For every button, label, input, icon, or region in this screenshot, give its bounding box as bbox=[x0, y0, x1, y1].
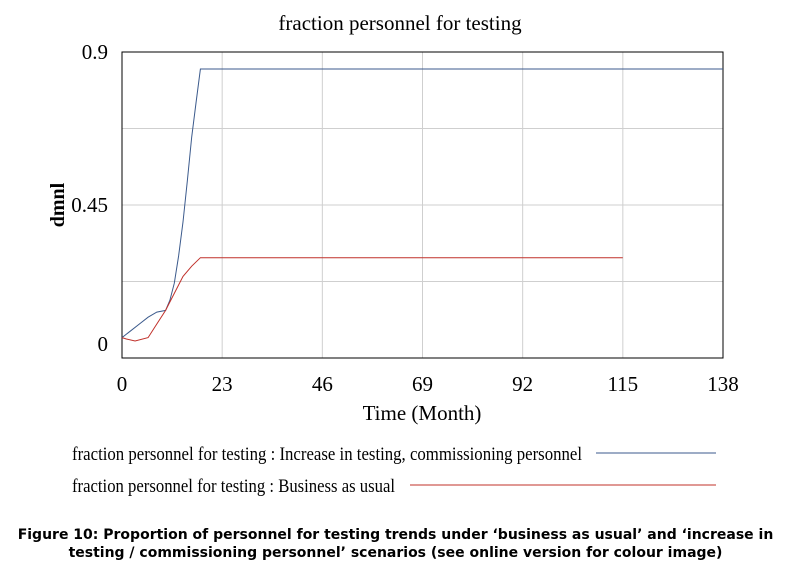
x-tick-label: 0 bbox=[117, 372, 128, 396]
series-lines bbox=[121, 68, 723, 342]
caption-line-2: testing / commissioning personnel’ scena… bbox=[68, 545, 723, 561]
plot-frame bbox=[121, 51, 724, 359]
legend-label-increase-testing: fraction personnel for testing : Increas… bbox=[72, 444, 582, 465]
y-tick-label: 0.9 bbox=[82, 40, 108, 64]
x-tick-label: 23 bbox=[212, 372, 233, 396]
caption-line-1: Figure 10: Proportion of personnel for t… bbox=[17, 527, 774, 543]
y-tick-labels: 0 0.45 0.9 bbox=[71, 40, 108, 356]
x-tick-label: 69 bbox=[412, 372, 433, 396]
y-tick-label: 0 bbox=[98, 332, 109, 356]
x-tick-label: 92 bbox=[512, 372, 533, 396]
x-axis-label: Time (Month) bbox=[363, 401, 482, 425]
x-tick-label: 138 bbox=[707, 372, 739, 396]
chart: fraction personnel for testing 00.450.9 … bbox=[47, 11, 739, 497]
x-tick-labels: 0 23 46 69 92 115 138 bbox=[117, 372, 739, 396]
series-line-0 bbox=[121, 68, 723, 338]
x-tick-label: 115 bbox=[607, 372, 638, 396]
series-line-1 bbox=[121, 257, 623, 342]
legend-label-business-as-usual: fraction personnel for testing : Busines… bbox=[72, 476, 395, 497]
x-tick-label: 46 bbox=[312, 372, 333, 396]
figure-caption: Figure 10: Proportion of personnel for t… bbox=[0, 526, 791, 562]
grid bbox=[122, 52, 723, 358]
y-tick-label: 0.45 bbox=[71, 193, 108, 217]
chart-title: fraction personnel for testing bbox=[278, 11, 522, 35]
y-axis-label: dmnl bbox=[47, 182, 69, 227]
legend: fraction personnel for testing : Increas… bbox=[72, 444, 716, 497]
